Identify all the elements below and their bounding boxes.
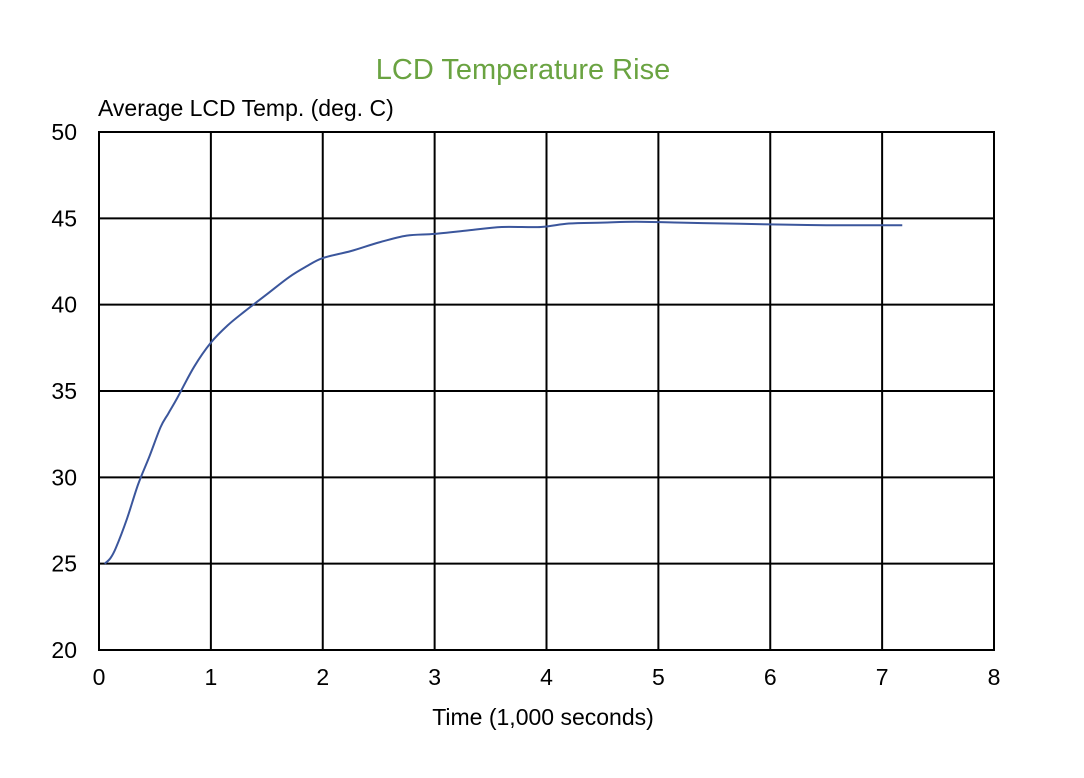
y-tick-label: 30 xyxy=(51,464,77,490)
y-axis-label: Average LCD Temp. (deg. C) xyxy=(98,95,394,121)
x-tick-label: 1 xyxy=(204,664,217,690)
x-tick-label: 0 xyxy=(93,664,106,690)
x-tick-label: 6 xyxy=(764,664,777,690)
x-tick-label: 4 xyxy=(540,664,553,690)
gridlines xyxy=(99,132,994,650)
x-tick-label: 7 xyxy=(876,664,889,690)
x-tick-label: 3 xyxy=(428,664,441,690)
series-lines xyxy=(103,220,903,565)
x-tick-label: 5 xyxy=(652,664,665,690)
x-tick-label: 8 xyxy=(988,664,1001,690)
y-tick-label: 35 xyxy=(51,378,77,404)
chart-title: LCD Temperature Rise xyxy=(376,54,670,86)
x-tick-label: 2 xyxy=(316,664,329,690)
y-tick-label: 20 xyxy=(51,637,77,663)
y-tick-label: 50 xyxy=(51,119,77,145)
y-tick-label: 25 xyxy=(51,551,77,577)
y-tick-label: 45 xyxy=(51,205,77,231)
y-tick-label: 40 xyxy=(51,292,77,318)
plot-frame xyxy=(98,131,995,651)
x-axis-label: Time (1,000 seconds) xyxy=(432,704,654,730)
temperature-series-line xyxy=(103,220,903,565)
